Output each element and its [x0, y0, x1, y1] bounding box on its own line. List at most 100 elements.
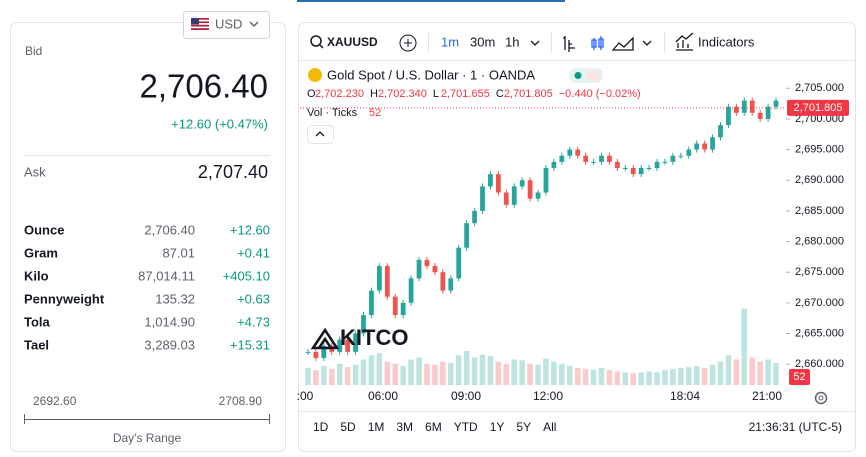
- candle-body: [622, 167, 628, 169]
- volume-bar: [622, 372, 629, 385]
- range-button[interactable]: 5Y: [516, 420, 531, 434]
- candle-body: [400, 302, 406, 316]
- volume-bar: [519, 360, 525, 385]
- delay-badge: [586, 70, 600, 81]
- unit-change: +405.10: [223, 268, 270, 283]
- candle-body: [503, 192, 509, 205]
- settings-icon[interactable]: [814, 391, 828, 405]
- interval-button[interactable]: 1h: [505, 34, 519, 49]
- volume-bar: [432, 364, 438, 385]
- ohlc-key: C: [496, 88, 504, 100]
- chevron: [249, 21, 259, 27]
- x-tick-label: 09:00: [451, 389, 481, 403]
- y-tick-label: 2,670.000: [795, 297, 844, 309]
- candle-style-icon[interactable]: [591, 36, 604, 50]
- range-button[interactable]: All: [543, 420, 556, 434]
- volume-bar: [765, 359, 771, 385]
- candle-body: [321, 345, 327, 359]
- flag-stripe: [191, 23, 209, 25]
- volume-bar: [559, 363, 565, 385]
- volume-bar: [503, 363, 510, 385]
- range-button[interactable]: 3M: [396, 420, 413, 434]
- candle-body: [456, 247, 462, 279]
- unit-price: 3,289.03: [144, 337, 195, 352]
- volume-bar: [733, 359, 740, 385]
- candle-body: [662, 161, 668, 163]
- unit-name: Tael: [24, 337, 49, 352]
- plus: [404, 39, 412, 47]
- candle-body: [765, 106, 771, 119]
- candle-body: [369, 290, 374, 316]
- symbol-logo: [308, 68, 322, 82]
- range-button[interactable]: 6M: [425, 420, 442, 434]
- volume-bar: [305, 368, 311, 385]
- range-button[interactable]: 1M: [368, 420, 385, 434]
- compare-button[interactable]: [399, 34, 417, 52]
- bar-style-icon[interactable]: [563, 36, 575, 52]
- market-open-dot: [574, 72, 582, 79]
- bid-label: Bid: [25, 44, 42, 58]
- range-button[interactable]: 5D: [340, 420, 356, 434]
- ask-label: Ask: [24, 164, 46, 179]
- currency-button[interactable]: USD: [183, 11, 270, 39]
- candle-body: [416, 259, 422, 279]
- volume-bar: [313, 370, 319, 385]
- volume-bar: [685, 367, 692, 385]
- gear[interactable]: [814, 391, 828, 405]
- candle-body: [607, 155, 612, 162]
- bid-value: 2,706.40: [140, 68, 268, 105]
- y-tick-label: 2,705.000: [795, 82, 844, 94]
- watermark: KITCO: [310, 325, 408, 350]
- legend-title: Gold Spot / U.S. Dollar · 1 · OANDA: [327, 67, 535, 82]
- unit-name: Ounce: [24, 222, 64, 237]
- x-tick-label: 06:00: [368, 389, 398, 403]
- chart-panel: [298, 22, 856, 452]
- candle-body: [718, 125, 723, 138]
- candle-body: [749, 100, 755, 113]
- volume-bar: [749, 357, 756, 385]
- unit-name: Tola: [24, 314, 51, 329]
- volume-bar: [654, 372, 660, 385]
- x-tick-label: 18:04: [670, 389, 700, 403]
- y-tick-label: 2,675.000: [795, 266, 844, 278]
- currency-label[interactable]: USD: [215, 16, 242, 31]
- range-high: 2708.90: [219, 394, 263, 408]
- volume-bar: [400, 365, 406, 385]
- volume-bar: [614, 371, 621, 385]
- collapse-button[interactable]: [307, 125, 334, 144]
- y-tick-label: 2,660.000: [795, 358, 844, 370]
- chevron-up: [315, 131, 325, 137]
- volume-legend: Vol · Ticks: [307, 107, 358, 119]
- symbol[interactable]: XAUUSD: [327, 35, 378, 49]
- volume-bar: [717, 361, 724, 385]
- indicators-button[interactable]: Indicators: [698, 34, 755, 49]
- range-button[interactable]: 1Y: [490, 420, 505, 434]
- volume-bar: [471, 357, 478, 385]
- candle-body: [448, 278, 454, 291]
- indicators-icon[interactable]: [675, 32, 694, 51]
- candle-body: [440, 272, 446, 291]
- candle-body: [575, 149, 581, 156]
- watermark-text: KITCO: [340, 325, 408, 350]
- candle-body: [535, 192, 541, 199]
- volume-bar: [424, 363, 430, 385]
- volume-label-box: [789, 369, 810, 385]
- interval-button[interactable]: 30m: [470, 34, 495, 49]
- ohlc-value: 2,701.655: [441, 88, 490, 100]
- area-style-icon[interactable]: [611, 36, 634, 51]
- candle-body: [353, 333, 358, 352]
- range-low: 2692.60: [33, 394, 77, 408]
- range-button[interactable]: 1D: [313, 420, 329, 434]
- candle-body: [694, 143, 700, 150]
- volume-label: 52: [793, 371, 805, 383]
- ohlc-value: 2,701.805: [504, 88, 553, 100]
- x-tick-label: 12:00: [533, 389, 563, 403]
- interval-group: 1m 30m 1h: [441, 34, 519, 49]
- range-button[interactable]: YTD: [454, 420, 478, 434]
- flag-canton: [191, 18, 199, 25]
- candle-body: [313, 351, 319, 359]
- ohlc-key: L: [433, 88, 439, 100]
- interval-button[interactable]: 1m: [441, 34, 459, 49]
- candle-body: [678, 155, 684, 157]
